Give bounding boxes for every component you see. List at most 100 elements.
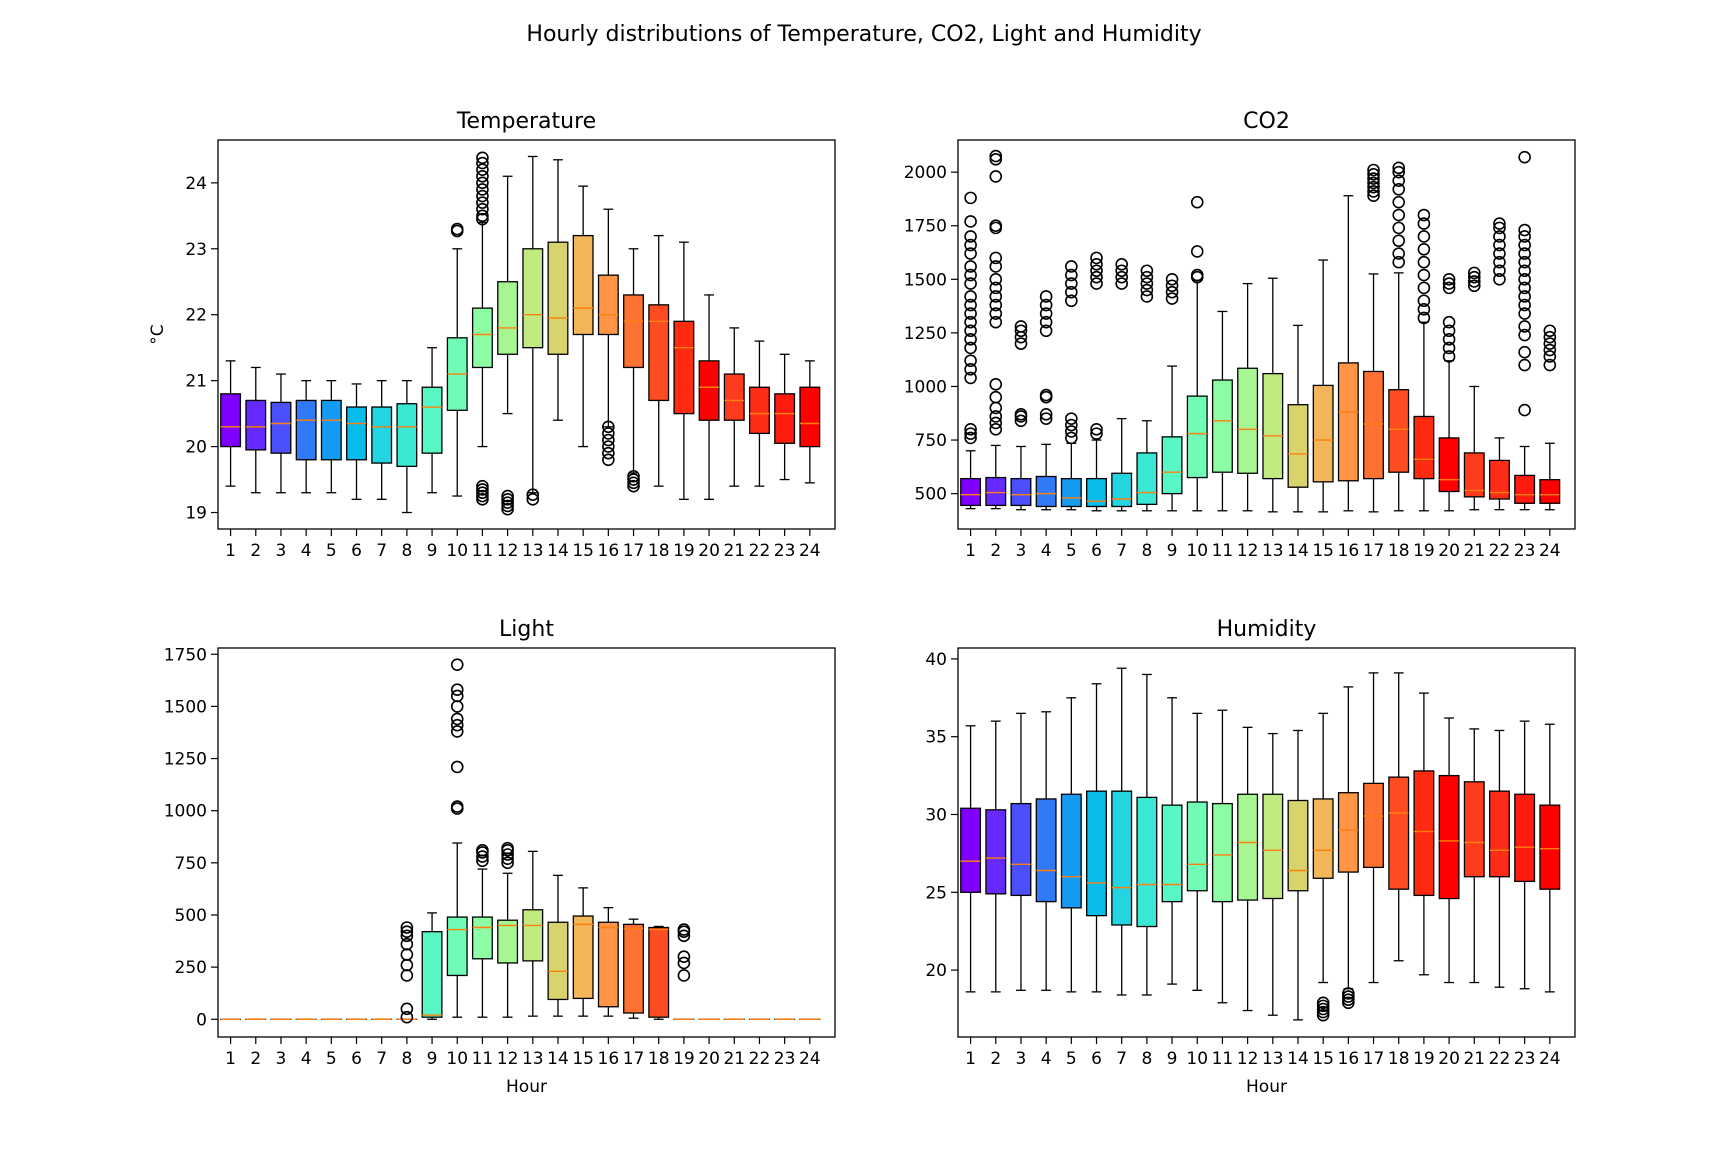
box-iqr [1363,782,1385,869]
humidity-box-hour-19 [1413,692,1435,976]
outlier-point [627,469,640,483]
box-iqr [1060,793,1082,909]
box-iqr [572,915,594,1000]
outlier-point [964,230,977,243]
outlier-point [1392,208,1406,222]
co2-xtick-label: 3 [1016,541,1027,561]
temperature-box-hour-5 [320,380,342,494]
co2-xtick-label: 21 [1463,541,1485,561]
outlier-point [1165,279,1179,293]
humidity-box-hour-4 [1035,711,1057,991]
co2-box-hour-12 [1237,282,1259,512]
light-xtick-label: 12 [497,1049,519,1069]
outlier-point [1039,412,1053,425]
outlier-point [989,410,1003,423]
outlier-point [450,760,464,774]
temperature-box-hour-20 [698,294,720,500]
outlier-point [989,152,1003,166]
co2-xtick-label: 16 [1338,541,1360,561]
co2-box-hour-9 [1161,273,1183,512]
box-iqr [1312,384,1334,483]
outlier-point [989,170,1003,183]
light-box-hour-19 [673,923,695,1020]
temperature-xtick-label: 9 [427,541,438,561]
box-iqr [497,919,519,964]
box-iqr [1035,475,1057,508]
box-iqr [245,399,267,451]
box-iqr [960,807,982,893]
outlier-point [1543,358,1557,372]
outlier-point [1392,247,1406,260]
outlier-point [989,219,1003,233]
co2-box-hour-6 [1086,251,1107,512]
outlier-point [1014,408,1028,421]
co2-box-hour-21 [1463,266,1485,511]
box-iqr [1287,799,1309,892]
outlier-point [1417,230,1431,243]
box-iqr [1262,793,1284,900]
humidity-box-hour-10 [1186,712,1208,991]
box-iqr [723,373,745,421]
co2-xtick-label: 10 [1186,541,1208,561]
outlier-point [1039,290,1053,303]
outlier-point [1543,343,1557,357]
humidity-xtick-label: 8 [1141,1049,1152,1069]
outlier-point [476,483,489,496]
outlier-point [1065,418,1078,432]
temperature-title: Temperature [456,109,596,134]
box-iqr [1413,415,1435,480]
light-box-hour-9 [421,912,443,1020]
light-xtick-label: 22 [749,1049,771,1069]
humidity-box-hour-14 [1287,729,1309,1021]
co2-xtick-label: 2 [990,541,1001,561]
box-iqr [1363,370,1385,480]
outlier-point [964,260,977,273]
box-iqr [1060,477,1082,508]
box-iqr [673,320,695,415]
outlier-point [1543,330,1557,344]
outlier-point [1140,283,1154,297]
outlier-point [501,493,514,506]
outlier-point [1493,264,1506,278]
light-xtick-label: 18 [648,1049,670,1069]
outlier-point [1493,238,1506,252]
box-iqr [748,386,770,435]
box-iqr [1010,477,1032,507]
humidity-box-hour-22 [1488,729,1510,988]
outlier-point [1090,277,1103,290]
outlier-point [1518,150,1531,164]
outlier-point [1342,987,1355,1000]
temperature-box-hour-4 [295,380,317,494]
light-box-hour-13 [522,850,544,1017]
humidity-ytick-label: 30 [925,805,947,825]
outlier-point [602,446,615,460]
box-iqr [497,281,519,355]
co2-xtick-label: 6 [1091,541,1102,561]
outlier-point [476,169,489,183]
box-iqr [648,304,670,402]
temperature-yaxis-label: °C [148,324,168,344]
temperature-xtick-label: 16 [598,541,620,561]
outlier-point [627,476,640,490]
outlier-point [1518,320,1531,333]
outlier-point [964,298,977,312]
temperature-box-hour-19 [673,241,695,500]
outlier-point [989,149,1003,163]
outlier-point [1467,275,1481,288]
humidity-box-hour-8 [1136,673,1158,996]
temperature-xtick-label: 19 [673,541,695,561]
box-iqr [1186,395,1208,479]
outlier-point [1392,234,1406,248]
outlier-point [1518,358,1531,372]
light-xtick-label: 2 [250,1049,261,1069]
outlier-point [1039,408,1053,421]
light-ytick-label: 1000 [164,802,207,822]
box-iqr [960,477,982,507]
light-xtick-label: 13 [522,1049,544,1069]
temperature-box-hour-14 [547,159,569,421]
co2-box-hour-13 [1262,277,1284,513]
outlier-point [526,488,540,502]
temperature-xtick-label: 21 [723,541,745,561]
